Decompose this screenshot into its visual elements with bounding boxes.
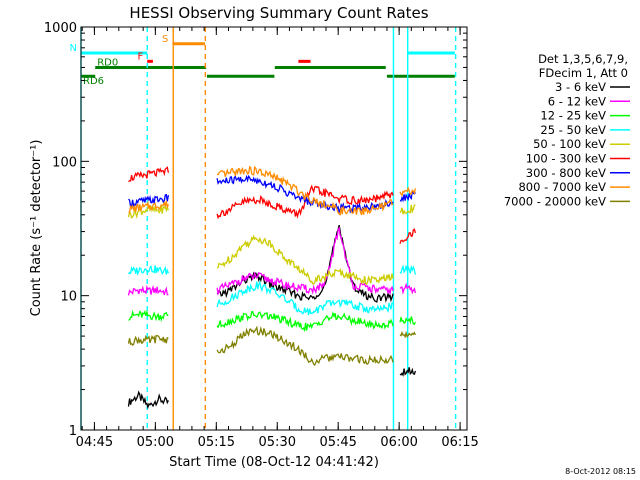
series-line (399, 367, 417, 377)
series-3-to-6keV (127, 225, 417, 410)
series-line (399, 264, 417, 275)
x-axis-label: Start Time (08-Oct-12 04:41:42) (169, 455, 379, 470)
x-axis-ticks: 04:45 05:00 05:15 05:30 05:45 06:00 06:15 (76, 27, 479, 450)
x-tick-label: 05:00 (137, 435, 174, 450)
y-tick-label: 1 (69, 424, 77, 439)
series-line (399, 190, 416, 203)
series-12-to-25keV (128, 309, 416, 333)
legend-entry-label: 50 - 100 keV (533, 137, 606, 151)
series-line (127, 334, 169, 347)
y-tick-label: 1000 (44, 21, 77, 36)
series-line (399, 204, 416, 215)
legend-header-line-1: Det 1,3,5,6,7,9, (538, 52, 628, 66)
series-line (128, 193, 170, 208)
series-line (216, 225, 394, 303)
series-7000-to-20000keV (127, 325, 416, 367)
flag-label-f: F (137, 51, 143, 62)
series-line (399, 316, 416, 326)
y-tick-label: 10 (60, 290, 77, 305)
vertical-markers (80, 27, 457, 430)
legend-header-line-2: FDecim 1, Att 0 (539, 66, 628, 80)
series-line (399, 228, 417, 244)
y-axis-ticks: 1 10 100 1000 (44, 21, 467, 439)
series-line (216, 234, 394, 286)
chart-title: HESSI Observing Summary Count Rates (129, 4, 428, 22)
x-tick-label: 04:45 (76, 435, 113, 450)
series-line (128, 309, 169, 323)
legend-entry-label: 25 - 50 keV (540, 123, 606, 137)
series-line (216, 310, 394, 333)
data-series (127, 165, 417, 410)
flag-label-n: N (70, 43, 77, 54)
x-tick-label: 05:15 (198, 435, 235, 450)
legend-entry-label: 800 - 7000 keV (518, 180, 606, 194)
x-tick-label: 06:15 (441, 435, 478, 450)
series-line (399, 330, 416, 339)
x-tick-label: 05:45 (319, 435, 356, 450)
series-line (216, 325, 394, 367)
legend: Det 1,3,5,6,7,9, FDecim 1, Att 0 3 - 6 k… (504, 52, 630, 208)
x-tick-label: 06:00 (380, 435, 417, 450)
series-25-to-50keV (127, 264, 417, 316)
flag-label-rd6: RD6 (83, 76, 104, 87)
generation-timestamp: 8-Oct-2012 08:15 (565, 467, 636, 476)
series-line (216, 184, 394, 220)
legend-entry-label: 3 - 6 keV (555, 80, 606, 94)
series-50-to-100keV (127, 204, 416, 286)
series-line (127, 390, 169, 410)
series-line (399, 282, 417, 295)
legend-entry-label: 12 - 25 keV (540, 109, 606, 123)
series-line (399, 186, 417, 197)
y-axis-label: Count Rate (s⁻¹ detector⁻¹) (29, 140, 44, 317)
flag-bars: S N F RD0 RD6 (70, 34, 455, 87)
x-tick-label: 05:30 (259, 435, 296, 450)
series-line (216, 165, 394, 216)
legend-entry-label: 6 - 12 keV (548, 94, 606, 108)
flag-label-rd0: RD0 (97, 57, 118, 68)
series-line (216, 279, 394, 316)
y-tick-label: 100 (52, 155, 77, 170)
series-line (128, 200, 170, 213)
plot-frame (80, 26, 468, 431)
flag-label-s: S (162, 34, 168, 45)
series-line (128, 166, 170, 183)
series-800-to-7000keV (128, 165, 417, 216)
legend-entry-label: 300 - 800 keV (526, 166, 606, 180)
legend-entry-label: 7000 - 20000 keV (504, 194, 606, 208)
series-line (127, 284, 169, 296)
series-line (127, 264, 170, 276)
legend-entry-label: 100 - 300 keV (526, 152, 606, 166)
